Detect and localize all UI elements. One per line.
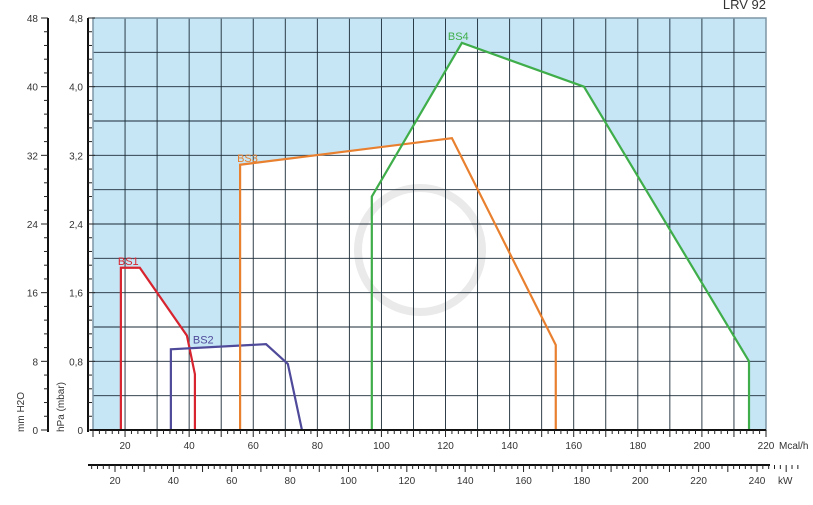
y-label-mmh2o: mm H2O	[16, 392, 27, 432]
working-field-fill-bs4	[371, 42, 750, 431]
x-tick-label-kw: 40	[168, 476, 180, 487]
x-tick-label-kw: 80	[285, 476, 297, 487]
y-tick-label-mmh2o: 48	[27, 14, 39, 25]
x-tick-label-mcal: 60	[248, 441, 260, 452]
y-tick-label-hpa: 3,2	[69, 151, 83, 162]
x-label-mcal: Mcal/h	[779, 441, 808, 452]
x-tick-label-mcal: 200	[694, 441, 711, 452]
x-tick-label-kw: 180	[574, 476, 591, 487]
x-tick-label-mcal: 180	[629, 441, 646, 452]
x-tick-label-mcal: 220	[758, 441, 775, 452]
y-tick-label-mmh2o: 40	[27, 83, 39, 94]
y-tick-label-hpa: 0,8	[69, 357, 83, 368]
x-tick-label-mcal: 100	[373, 441, 390, 452]
y-tick-label-hpa: 2,4	[69, 220, 83, 231]
series-line-bs1	[119, 266, 197, 430]
y-tick-label-mmh2o: 16	[27, 289, 39, 300]
y-tick-label-hpa: 4,0	[69, 83, 83, 94]
x-label-kw: kW	[778, 476, 793, 487]
x-tick-label-mcal: 140	[501, 441, 518, 452]
chart-title: LRV 92	[723, 0, 766, 12]
y-label-hpa: hPa (mbar)	[56, 382, 67, 432]
series-label-bs3: BS3	[237, 153, 258, 165]
watermark-logo	[354, 184, 486, 316]
x-tick-label-mcal: 120	[437, 441, 454, 452]
x-tick-label-kw: 160	[515, 476, 532, 487]
series-label-bs4: BS4	[448, 31, 469, 43]
series-label-bs2: BS2	[193, 334, 214, 346]
x-tick-label-mcal: 20	[119, 441, 131, 452]
y-tick-label-mmh2o: 0	[32, 426, 38, 437]
x-tick-label-mcal: 80	[312, 441, 324, 452]
x-tick-label-kw: 20	[109, 476, 121, 487]
y-tick-label-mmh2o: 24	[27, 220, 39, 231]
x-tick-label-kw: 100	[340, 476, 357, 487]
series-line-bs4	[370, 41, 751, 430]
x-tick-label-mcal: 160	[565, 441, 582, 452]
x-tick-label-kw: 60	[226, 476, 238, 487]
x-tick-label-kw: 200	[632, 476, 649, 487]
x-tick-label-kw: 220	[690, 476, 707, 487]
y-tick-label-hpa: 0	[77, 426, 83, 437]
y-tick-label-mmh2o: 8	[32, 357, 38, 368]
series-line-bs2	[169, 343, 304, 431]
x-tick-label-kw: 120	[398, 476, 415, 487]
x-tick-label-mcal: 40	[184, 441, 196, 452]
x-tick-label-kw: 140	[457, 476, 474, 487]
series-line-bs3	[238, 136, 557, 430]
series-label-bs1: BS1	[118, 256, 139, 268]
x-tick-label-kw: 240	[749, 476, 766, 487]
y-tick-label-mmh2o: 32	[27, 151, 39, 162]
y-tick-label-hpa: 4,8	[69, 14, 83, 25]
y-tick-label-hpa: 1,6	[69, 289, 83, 300]
